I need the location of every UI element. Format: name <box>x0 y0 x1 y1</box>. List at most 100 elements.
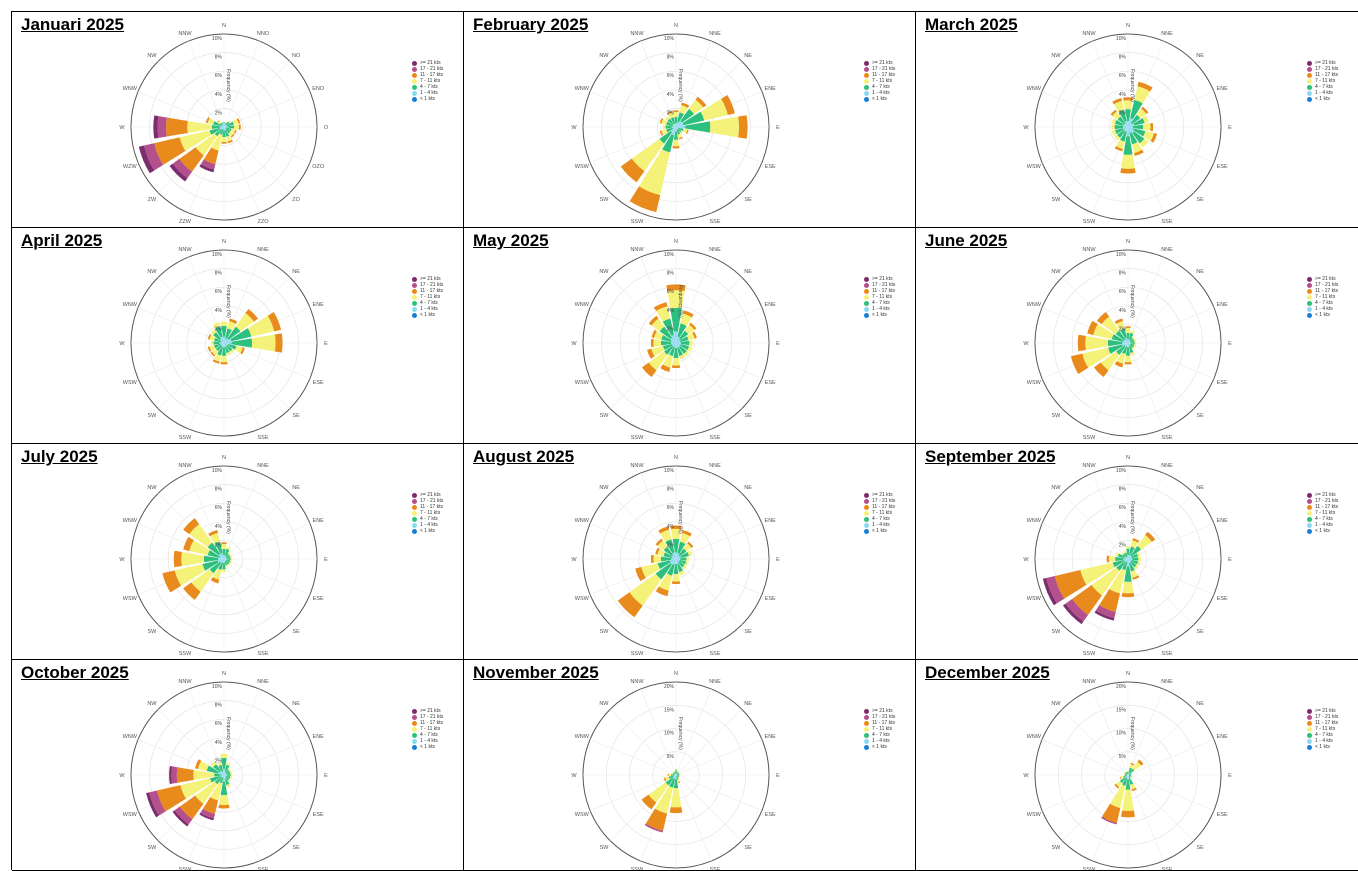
compass-label: W <box>1023 773 1029 779</box>
compass-label: WSW <box>1027 380 1042 386</box>
wind-wedge <box>673 140 679 147</box>
ring-label: 6% <box>1119 505 1127 511</box>
ring-label: 6% <box>667 505 675 511</box>
grid-spoke <box>224 709 290 775</box>
grid-spoke <box>676 775 742 841</box>
legend-item: < 1 kts <box>1307 528 1338 534</box>
legend-swatch <box>412 61 417 66</box>
legend-item: < 1 kts <box>864 528 895 534</box>
legend-swatch <box>412 511 417 516</box>
grid-spoke <box>1062 709 1128 775</box>
compass-label: NW <box>1051 485 1061 491</box>
wind-wedge <box>231 774 233 777</box>
wind-wedge <box>1078 335 1086 352</box>
radial-axis-label: Frequency (%) <box>225 285 231 318</box>
wind-rose-chart: 2%4%6%8%10%Frequency (%)NNNENEENEEESESES… <box>464 12 916 228</box>
radial-axis-label: Frequency (%) <box>1129 717 1135 750</box>
compass-label: SE <box>292 413 300 419</box>
compass-label: WNW <box>575 734 590 740</box>
legend-swatch <box>1307 61 1312 66</box>
legend-swatch <box>1307 283 1312 288</box>
compass-label: N <box>222 23 226 29</box>
legend-swatch <box>864 79 869 84</box>
radial-axis-label: Frequency (%) <box>677 69 683 102</box>
legend-swatch <box>412 283 417 288</box>
ring-label: 8% <box>1119 55 1127 61</box>
compass-label: W <box>571 341 577 347</box>
wind-wedge <box>653 555 661 562</box>
compass-label: NNW <box>1082 31 1096 37</box>
legend-swatch <box>864 709 869 714</box>
compass-label: ESE <box>313 380 324 386</box>
legend-swatch <box>412 313 417 318</box>
compass-label: NO <box>292 53 301 59</box>
ring-label: 8% <box>667 55 675 61</box>
wind-wedge <box>672 574 679 582</box>
compass-label: SE <box>1196 629 1204 635</box>
compass-label: E <box>324 773 328 779</box>
ring-label: 6% <box>215 505 223 511</box>
wind-wedge <box>222 569 226 572</box>
wind-wedge <box>1124 362 1131 364</box>
wind-wedge <box>220 362 227 364</box>
compass-label: WSW <box>575 596 590 602</box>
compass-label: WZW <box>123 164 138 170</box>
wind-wedge <box>1109 556 1116 562</box>
legend-swatch <box>864 733 869 738</box>
legend-swatch <box>1307 739 1312 744</box>
legend-label: < 1 kts <box>1315 528 1330 534</box>
legend-swatch <box>1307 289 1312 294</box>
compass-label: NNO <box>257 31 270 37</box>
ring-label: 2% <box>667 110 675 116</box>
compass-label: SW <box>599 629 609 635</box>
legend-swatch <box>1307 301 1312 306</box>
wind-wedge <box>219 795 229 805</box>
compass-label: SSW <box>179 867 192 871</box>
grid-spoke <box>1128 343 1164 429</box>
legend-swatch <box>412 529 417 534</box>
wind-rose-chart: 5%10%15%20%Frequency (%)NNNENEENEEESESES… <box>464 660 916 871</box>
grid-spoke <box>676 127 712 213</box>
wind-rose-chart: 2%4%6%8%10%Frequency (%)NNNENEENEEESESES… <box>464 228 916 444</box>
ring-label: 4% <box>667 92 675 98</box>
legend-swatch <box>412 67 417 72</box>
ring-label: 4% <box>667 524 675 530</box>
wind-rose-chart: 2%4%6%8%10%Frequency (%)NNNENEENEEESESES… <box>464 444 916 660</box>
legend-swatch <box>864 289 869 294</box>
grid-spoke <box>224 559 310 595</box>
grid-spoke <box>224 127 290 193</box>
wind-wedge <box>221 542 227 544</box>
wind-wedge <box>239 124 241 130</box>
compass-label: NE <box>744 269 752 275</box>
compass-label: O <box>324 125 329 131</box>
wind-wedge <box>177 767 194 783</box>
ring-label: 15% <box>1116 707 1127 713</box>
compass-label: NE <box>292 485 300 491</box>
compass-label: NW <box>599 53 609 59</box>
legend-swatch <box>1307 79 1312 84</box>
legend-swatch <box>412 307 417 312</box>
wind-wedge <box>668 774 671 776</box>
compass-label: NE <box>292 701 300 707</box>
compass-label: NNE <box>1161 679 1173 685</box>
compass-label: W <box>1023 125 1029 131</box>
grid-spoke <box>1128 307 1214 343</box>
grid-spoke <box>224 739 310 775</box>
radial-axis-label: Frequency (%) <box>677 717 683 750</box>
compass-label: N <box>674 671 678 677</box>
wind-wedge <box>1111 124 1115 130</box>
compass-label: ENE <box>1217 734 1229 740</box>
compass-label: NNE <box>1161 247 1173 253</box>
legend-swatch <box>412 523 417 528</box>
legend-swatch <box>1307 709 1312 714</box>
legend-item: < 1 kts <box>412 744 443 750</box>
compass-label: WSW <box>1027 164 1042 170</box>
legend-swatch <box>412 745 417 750</box>
compass-label: WSW <box>1027 596 1042 602</box>
grid-spoke <box>1042 739 1128 775</box>
legend-label: < 1 kts <box>1315 96 1330 102</box>
compass-label: NE <box>292 269 300 275</box>
